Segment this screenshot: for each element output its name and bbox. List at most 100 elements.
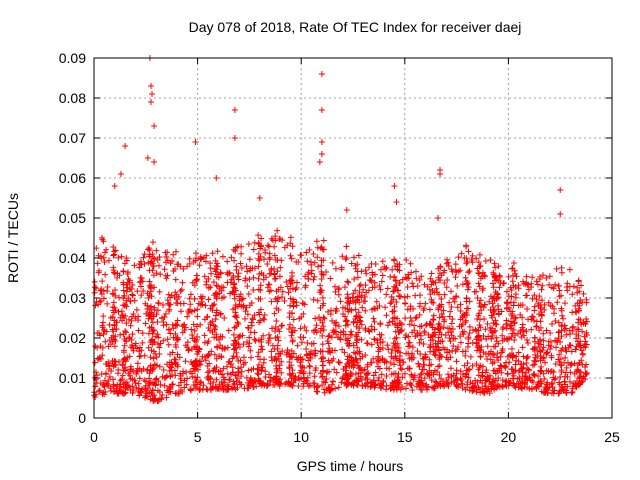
data-point [313, 238, 320, 245]
data-point [300, 383, 307, 390]
data-point [341, 349, 348, 356]
data-point [165, 389, 172, 396]
data-point [101, 249, 108, 256]
data-point [538, 388, 545, 395]
data-point [469, 362, 476, 369]
data-point [509, 354, 516, 361]
data-point [443, 284, 450, 291]
data-point [580, 290, 587, 297]
data-point [191, 282, 198, 289]
data-point [371, 382, 378, 389]
data-point [335, 384, 342, 391]
data-point [437, 338, 444, 345]
data-point [418, 322, 425, 329]
data-point [206, 350, 213, 357]
data-point [233, 314, 240, 321]
data-point [174, 361, 181, 368]
data-point [497, 279, 504, 286]
data-point [431, 351, 438, 358]
data-point [491, 382, 498, 389]
data-point [558, 333, 565, 340]
data-point [558, 347, 565, 354]
data-point [538, 309, 545, 316]
data-point [426, 372, 433, 379]
data-point [258, 343, 265, 350]
data-point [273, 362, 280, 369]
data-point [459, 312, 466, 319]
data-point [486, 390, 493, 397]
data-point [208, 270, 215, 277]
data-point [477, 362, 484, 369]
data-point [416, 363, 423, 370]
data-point [244, 311, 251, 318]
data-point [205, 324, 212, 331]
data-point [552, 360, 559, 367]
data-point [247, 347, 254, 354]
data-point [531, 357, 538, 364]
data-point [320, 237, 327, 244]
data-point [374, 363, 381, 370]
data-point [287, 234, 294, 241]
data-point [529, 313, 536, 320]
data-point [118, 253, 125, 260]
data-point [543, 350, 550, 357]
data-point [157, 340, 164, 347]
data-point [230, 331, 237, 338]
data-point [458, 377, 465, 384]
data-point [449, 316, 456, 323]
data-point [98, 297, 105, 304]
data-point [167, 294, 174, 301]
data-point [415, 361, 422, 368]
data-point [307, 259, 314, 266]
data-point [282, 381, 289, 388]
data-point [563, 389, 570, 396]
data-point [567, 342, 574, 349]
data-point [157, 271, 164, 278]
data-point [234, 319, 241, 326]
data-point [160, 301, 167, 308]
data-point [111, 183, 118, 189]
data-point [153, 247, 160, 254]
data-point [138, 388, 145, 395]
data-point [362, 282, 369, 289]
data-point [131, 262, 138, 269]
data-point [224, 344, 231, 351]
data-point [316, 159, 323, 165]
data-point [528, 316, 535, 323]
data-point [207, 386, 214, 393]
data-point [172, 265, 179, 272]
data-point [538, 363, 545, 370]
data-point [111, 270, 118, 277]
data-point [465, 334, 472, 341]
y-tick-label: 0.08 [59, 90, 86, 106]
data-point [201, 273, 208, 280]
data-point [197, 385, 204, 392]
data-point [473, 327, 480, 334]
data-point [287, 277, 294, 284]
data-point [238, 250, 245, 257]
y-tick-label: 0.01 [59, 370, 86, 386]
data-point [255, 309, 262, 316]
data-point [209, 250, 216, 257]
data-point [448, 320, 455, 327]
data-point [187, 368, 194, 375]
data-point [352, 306, 359, 313]
data-point [129, 281, 136, 288]
data-point [531, 307, 538, 314]
data-point [177, 379, 184, 386]
data-point [530, 317, 537, 324]
data-point [526, 374, 533, 381]
data-point [570, 283, 577, 290]
data-point [177, 288, 184, 295]
data-point [279, 237, 286, 244]
data-point [133, 306, 140, 313]
data-point [549, 320, 556, 327]
data-point [205, 275, 212, 282]
data-point [251, 312, 258, 319]
data-point [206, 360, 213, 367]
data-point [457, 308, 464, 315]
data-point [106, 373, 113, 380]
data-point [433, 368, 440, 375]
data-point [176, 382, 182, 389]
data-point [201, 254, 208, 261]
